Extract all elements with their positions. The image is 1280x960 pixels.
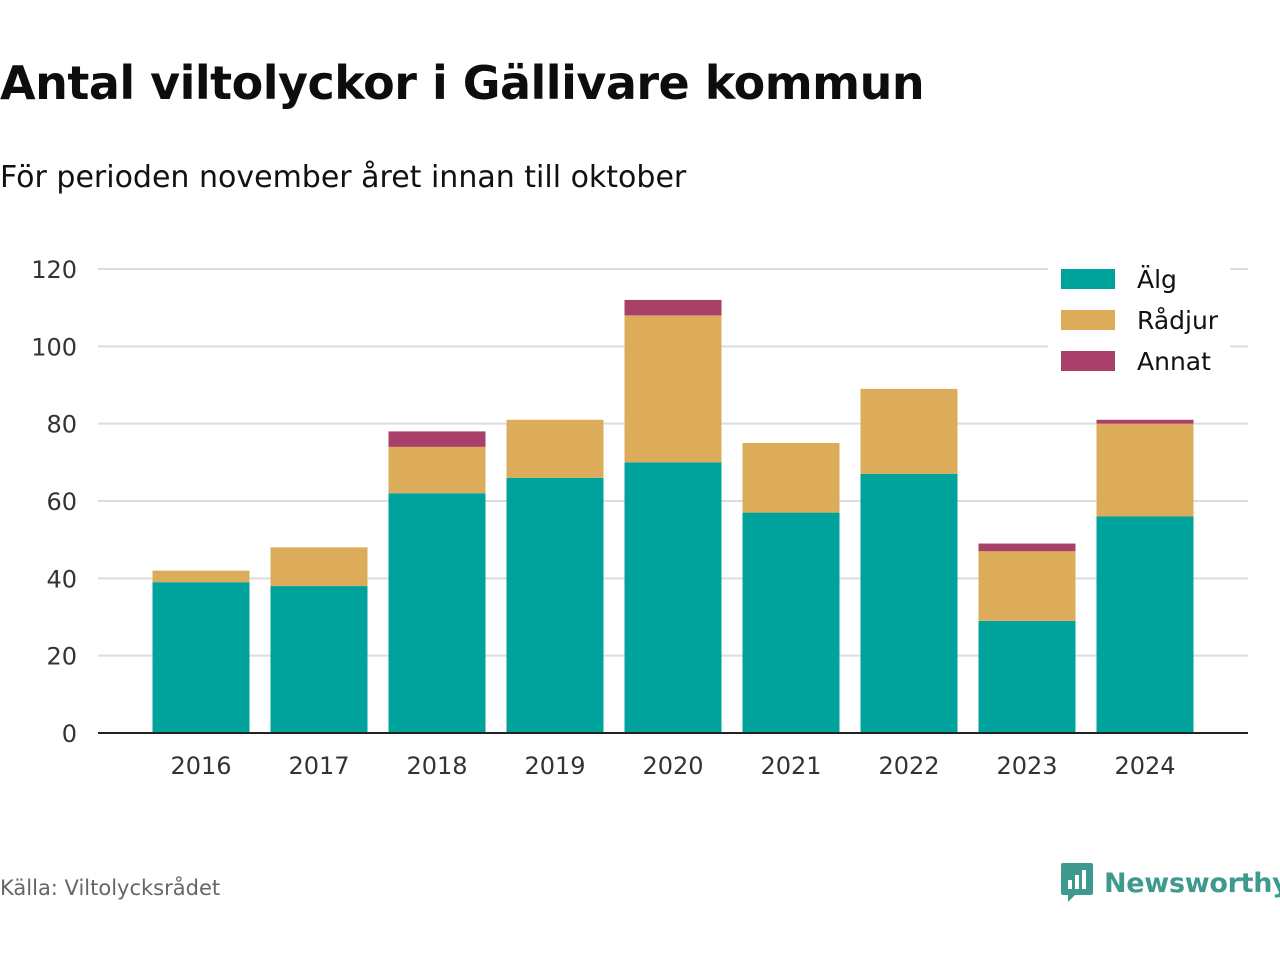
bar-segment bbox=[152, 570, 250, 583]
legend-swatch bbox=[1061, 310, 1115, 330]
x-tick-label: 2019 bbox=[524, 752, 585, 780]
newsworthy-logo-icon bbox=[1061, 863, 1093, 902]
bar-segment bbox=[1096, 423, 1194, 517]
y-tick-label: 120 bbox=[31, 256, 77, 284]
legend-label: Rådjur bbox=[1137, 306, 1219, 335]
bar-segment bbox=[978, 620, 1076, 733]
bar-segment bbox=[506, 477, 604, 733]
y-tick-label: 20 bbox=[46, 643, 77, 671]
y-tick-label: 60 bbox=[46, 488, 77, 516]
bar-segment bbox=[388, 446, 486, 494]
y-tick-label: 0 bbox=[62, 720, 77, 748]
x-tick-label: 2017 bbox=[288, 752, 349, 780]
bar-segment bbox=[624, 299, 722, 316]
bar-segment bbox=[270, 547, 368, 587]
bar-segment bbox=[388, 493, 486, 733]
bar-segment bbox=[270, 586, 368, 733]
bar-segment bbox=[860, 473, 958, 733]
legend-swatch bbox=[1061, 269, 1115, 289]
bar-segment bbox=[1096, 516, 1194, 733]
legend-label: Annat bbox=[1137, 347, 1211, 376]
x-tick-label: 2018 bbox=[406, 752, 467, 780]
brand-name: Newsworthy bbox=[1104, 867, 1280, 899]
bar-segment bbox=[742, 443, 840, 513]
bar-segment bbox=[978, 551, 1076, 621]
bar-segment bbox=[742, 512, 840, 733]
legend-swatch bbox=[1061, 351, 1115, 371]
y-tick-label: 80 bbox=[46, 411, 77, 439]
x-tick-label: 2016 bbox=[170, 752, 231, 780]
bar-segment bbox=[624, 315, 722, 463]
x-tick-label: 2021 bbox=[760, 752, 821, 780]
bar-segment bbox=[152, 582, 250, 733]
stacked-bar-chart: 0 20 40 60 80 100 120 2016 2017 2018 2019 2020 2021… bbox=[31, 256, 1248, 780]
legend-label: Älg bbox=[1137, 265, 1177, 294]
x-tick-label: 2023 bbox=[996, 752, 1057, 780]
chart-subtitle: För perioden november året innan till ok… bbox=[0, 160, 687, 195]
bar-segment bbox=[624, 462, 722, 733]
x-axis: 2016 2017 2018 2019 2020 2021 2022 2023 2024 bbox=[98, 732, 1248, 780]
x-tick-label: 2022 bbox=[878, 752, 939, 780]
bar-segment bbox=[506, 419, 604, 478]
bar-segment bbox=[388, 431, 486, 447]
x-tick-label: 2024 bbox=[1114, 752, 1175, 780]
source-note: Källa: Viltolycksrådet bbox=[0, 876, 221, 900]
bar-segment bbox=[860, 388, 958, 474]
bar-segment bbox=[1096, 419, 1194, 424]
y-tick-label: 40 bbox=[46, 565, 77, 593]
legend: Älg Rådjur Annat bbox=[1048, 262, 1230, 384]
brand-logo[interactable]: Newsworthy bbox=[1060, 862, 1280, 904]
y-axis: 0 20 40 60 80 100 120 bbox=[31, 256, 77, 748]
chart-title: Antal viltolyckor i Gällivare kommun bbox=[0, 56, 925, 110]
bar-segment bbox=[978, 543, 1076, 552]
y-tick-label: 100 bbox=[31, 333, 77, 361]
x-tick-label: 2020 bbox=[642, 752, 703, 780]
bars bbox=[152, 299, 1194, 733]
